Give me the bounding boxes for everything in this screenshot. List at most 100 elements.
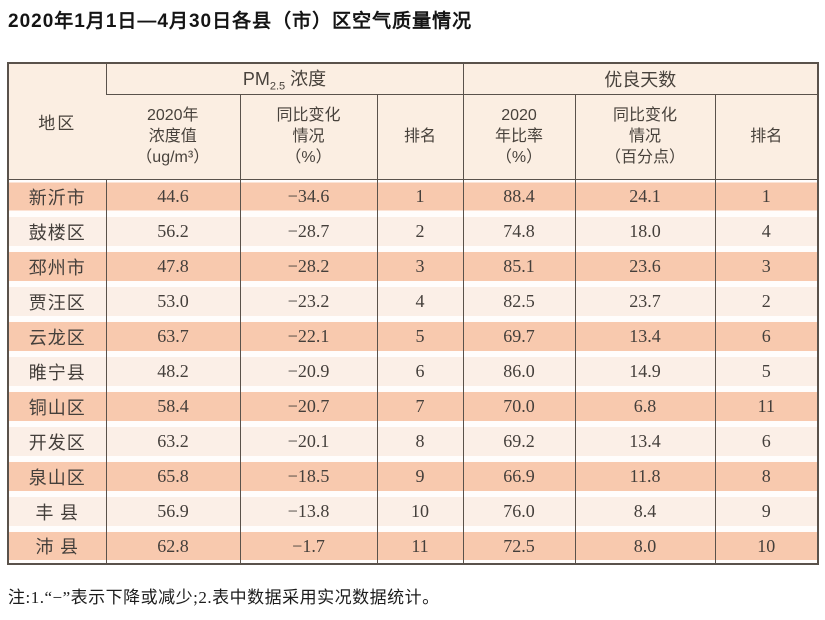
cell-good-change: 18.0 bbox=[574, 214, 716, 249]
cell-pm-rank: 2 bbox=[376, 214, 464, 249]
cell-pm-value: 56.9 bbox=[105, 494, 240, 529]
cell-good-ratio: 76.0 bbox=[462, 494, 576, 529]
cell-pm-rank: 10 bbox=[376, 494, 464, 529]
cell-good-rank: 6 bbox=[714, 319, 819, 354]
cell-region: 新沂市 bbox=[8, 179, 106, 214]
column-header-pm-rank: 排名 bbox=[376, 94, 464, 180]
cell-pm-change: −28.2 bbox=[239, 249, 377, 284]
cell-pm-value: 48.2 bbox=[105, 354, 240, 389]
column-header-good-rank: 排名 bbox=[714, 94, 819, 180]
cell-pm-change: −28.7 bbox=[239, 214, 377, 249]
cell-pm-change: −22.1 bbox=[239, 319, 377, 354]
cell-pm-rank: 5 bbox=[376, 319, 464, 354]
air-quality-table: 地区 PM2.5 浓度 优良天数 2020年 浓度值 （ug/m³） 同比变化 … bbox=[7, 62, 820, 565]
cell-region: 丰 县 bbox=[8, 494, 106, 529]
column-header-region: 地区 bbox=[8, 63, 106, 180]
table-row: 贾汪区 53.0 −23.2 4 82.5 23.7 2 bbox=[8, 284, 819, 319]
table-row: 沛 县 62.8 −1.7 11 72.5 8.0 10 bbox=[8, 529, 819, 564]
section-header-good-days: 优良天数 bbox=[462, 63, 819, 95]
cell-good-change: 6.8 bbox=[574, 389, 716, 424]
cell-region: 泉山区 bbox=[8, 459, 106, 494]
pm25-suffix: 浓度 bbox=[285, 68, 327, 89]
cell-region: 邳州市 bbox=[8, 249, 106, 284]
cell-pm-rank: 4 bbox=[376, 284, 464, 319]
cell-region: 睢宁县 bbox=[8, 354, 106, 389]
table-body: 新沂市 44.6 −34.6 1 88.4 24.1 1 鼓楼区 56.2 −28.7 2 74.8 1… bbox=[8, 179, 819, 564]
table-row: 铜山区 58.4 −20.7 7 70.0 6.8 11 bbox=[8, 389, 819, 424]
cell-good-rank: 11 bbox=[714, 389, 819, 424]
cell-pm-change: −18.5 bbox=[239, 459, 377, 494]
cell-region: 铜山区 bbox=[8, 389, 106, 424]
cell-pm-value: 56.2 bbox=[105, 214, 240, 249]
cell-good-rank: 3 bbox=[714, 249, 819, 284]
section-header-pm25: PM2.5 浓度 bbox=[105, 63, 464, 95]
cell-pm-change: −20.7 bbox=[239, 389, 377, 424]
cell-pm-rank: 1 bbox=[376, 179, 464, 214]
table-row: 丰 县 56.9 −13.8 10 76.0 8.4 9 bbox=[8, 494, 819, 529]
cell-pm-change: −20.1 bbox=[239, 424, 377, 459]
cell-good-change: 8.4 bbox=[574, 494, 716, 529]
cell-pm-rank: 7 bbox=[376, 389, 464, 424]
cell-good-change: 8.0 bbox=[574, 529, 716, 564]
cell-pm-rank: 11 bbox=[376, 529, 464, 564]
cell-good-change: 23.6 bbox=[574, 249, 716, 284]
cell-pm-change: −23.2 bbox=[239, 284, 377, 319]
cell-pm-rank: 8 bbox=[376, 424, 464, 459]
header-sub-row: 2020年 浓度值 （ug/m³） 同比变化 情况 （%） 排名 2020 年比… bbox=[8, 94, 819, 180]
cell-good-rank: 9 bbox=[714, 494, 819, 529]
footnote: 注:1.“−”表示下降或减少;2.表中数据采用实况数据统计。 bbox=[8, 588, 440, 607]
cell-good-ratio: 85.1 bbox=[462, 249, 576, 284]
table-row: 鼓楼区 56.2 −28.7 2 74.8 18.0 4 bbox=[8, 214, 819, 249]
cell-good-rank: 5 bbox=[714, 354, 819, 389]
cell-pm-rank: 6 bbox=[376, 354, 464, 389]
cell-pm-rank: 9 bbox=[376, 459, 464, 494]
table-row: 新沂市 44.6 −34.6 1 88.4 24.1 1 bbox=[8, 179, 819, 214]
cell-pm-rank: 3 bbox=[376, 249, 464, 284]
cell-good-rank: 6 bbox=[714, 424, 819, 459]
cell-good-ratio: 86.0 bbox=[462, 354, 576, 389]
cell-good-change: 24.1 bbox=[574, 179, 716, 214]
cell-good-change: 14.9 bbox=[574, 354, 716, 389]
cell-good-ratio: 69.7 bbox=[462, 319, 576, 354]
cell-good-rank: 10 bbox=[714, 529, 819, 564]
cell-good-change: 13.4 bbox=[574, 424, 716, 459]
cell-good-rank: 4 bbox=[714, 214, 819, 249]
cell-pm-value: 62.8 bbox=[105, 529, 240, 564]
cell-good-change: 13.4 bbox=[574, 319, 716, 354]
cell-region: 云龙区 bbox=[8, 319, 106, 354]
column-header-pm-change: 同比变化 情况 （%） bbox=[239, 94, 377, 180]
cell-good-rank: 1 bbox=[714, 179, 819, 214]
table-row: 睢宁县 48.2 −20.9 6 86.0 14.9 5 bbox=[8, 354, 819, 389]
cell-good-ratio: 66.9 bbox=[462, 459, 576, 494]
cell-pm-value: 63.7 bbox=[105, 319, 240, 354]
cell-good-ratio: 88.4 bbox=[462, 179, 576, 214]
cell-pm-change: −1.7 bbox=[239, 529, 377, 564]
cell-good-ratio: 69.2 bbox=[462, 424, 576, 459]
table-row: 云龙区 63.7 −22.1 5 69.7 13.4 6 bbox=[8, 319, 819, 354]
pm25-subscript: 2.5 bbox=[269, 80, 286, 93]
cell-good-rank: 8 bbox=[714, 459, 819, 494]
cell-good-rank: 2 bbox=[714, 284, 819, 319]
cell-good-change: 23.7 bbox=[574, 284, 716, 319]
table-row: 开发区 63.2 −20.1 8 69.2 13.4 6 bbox=[8, 424, 819, 459]
cell-pm-change: −34.6 bbox=[239, 179, 377, 214]
table-row: 邳州市 47.8 −28.2 3 85.1 23.6 3 bbox=[8, 249, 819, 284]
cell-pm-value: 63.2 bbox=[105, 424, 240, 459]
cell-pm-value: 65.8 bbox=[105, 459, 240, 494]
page-title: 2020年1月1日—4月30日各县（市）区空气质量情况 bbox=[8, 11, 473, 32]
cell-good-ratio: 70.0 bbox=[462, 389, 576, 424]
cell-region: 开发区 bbox=[8, 424, 106, 459]
table-row: 泉山区 65.8 −18.5 9 66.9 11.8 8 bbox=[8, 459, 819, 494]
cell-good-ratio: 72.5 bbox=[462, 529, 576, 564]
cell-pm-value: 44.6 bbox=[105, 179, 240, 214]
cell-pm-change: −13.8 bbox=[239, 494, 377, 529]
column-header-pm-value: 2020年 浓度值 （ug/m³） bbox=[106, 94, 240, 180]
cell-pm-value: 53.0 bbox=[105, 284, 240, 319]
cell-good-ratio: 74.8 bbox=[462, 214, 576, 249]
cell-region: 贾汪区 bbox=[8, 284, 106, 319]
cell-region: 沛 县 bbox=[8, 529, 106, 564]
pm25-prefix: PM bbox=[242, 68, 270, 89]
cell-pm-value: 47.8 bbox=[105, 249, 240, 284]
column-header-good-ratio: 2020 年比率 （%） bbox=[462, 94, 576, 180]
cell-pm-value: 58.4 bbox=[105, 389, 240, 424]
